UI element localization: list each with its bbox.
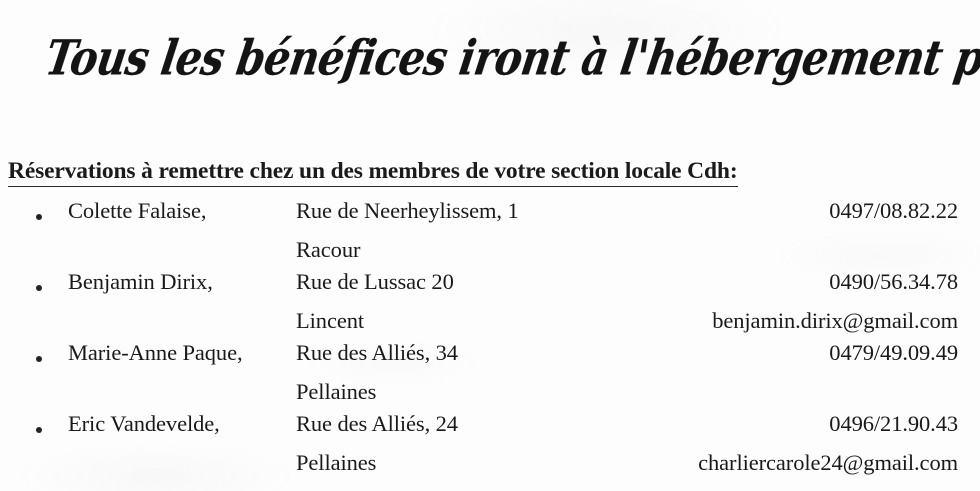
contact-city: Pellaines — [296, 379, 377, 404]
contact-name: Benjamin Dirix, — [68, 269, 213, 294]
bullet-icon — [30, 279, 48, 297]
contact-row: Colette Falaise, Rue de Neerheylissem, 1… — [0, 198, 980, 269]
contact-email: benjamin.dirix@gmail.com — [712, 308, 958, 333]
contact-right-column: 0497/08.82.22 — [829, 198, 958, 237]
contact-phone: 0497/08.82.22 — [829, 198, 958, 223]
contact-right-column: 0490/56.34.78 benjamin.dirix@gmail.com — [712, 269, 958, 334]
bullet-dot-icon — [36, 285, 42, 292]
contact-right-column: 0496/21.90.43 charliercarole24@gmail.com — [698, 411, 958, 476]
contact-street: Rue de Neerheylissem, 1 — [296, 198, 519, 223]
bullet-dot-icon — [36, 427, 42, 434]
contact-city: Pellaines — [296, 450, 377, 475]
contact-row: Benjamin Dirix, Rue de Lussac 20 Lincent… — [0, 269, 980, 340]
subtitle-instruction: Réservations à remettre chez un des memb… — [8, 158, 738, 187]
contact-city: Racour — [296, 237, 361, 262]
contact-city: Lincent — [296, 308, 365, 333]
contact-row: Marie-Anne Paque, Rue des Alliés, 34 Pel… — [0, 340, 980, 411]
contact-address: Rue des Alliés, 34 Pellaines — [296, 340, 626, 405]
bullet-icon — [30, 350, 48, 368]
bullet-icon — [30, 421, 48, 439]
headline-banner: Tous les bénéfices iront à l'hébergement… — [42, 8, 980, 108]
contact-phone: 0479/49.09.49 — [829, 340, 958, 365]
contact-street: Rue des Alliés, 34 — [296, 340, 458, 365]
contact-right-column: 0479/49.09.49 — [829, 340, 958, 379]
contact-name: Colette Falaise, — [68, 198, 207, 223]
contact-row: Eric Vandevelde, Rue des Alliés, 24 Pell… — [0, 411, 980, 482]
contact-street: Rue de Lussac 20 — [296, 269, 454, 294]
bullet-dot-icon — [36, 214, 42, 221]
bullet-dot-icon — [36, 356, 42, 363]
bullet-icon — [30, 208, 48, 226]
contact-street: Rue des Alliés, 24 — [296, 411, 458, 436]
contact-address: Rue de Neerheylissem, 1 Racour — [296, 198, 626, 263]
contact-name: Eric Vandevelde, — [68, 411, 220, 436]
contact-phone: 0490/56.34.78 — [829, 269, 958, 294]
contact-address: Rue de Lussac 20 Lincent — [296, 269, 626, 334]
contact-email: charliercarole24@gmail.com — [698, 450, 958, 475]
contact-name: Marie-Anne Paque, — [68, 340, 243, 365]
headline-text: Tous les bénéfices iront à l'hébergement… — [41, 29, 980, 86]
contact-list: Colette Falaise, Rue de Neerheylissem, 1… — [0, 198, 980, 482]
contact-address: Rue des Alliés, 24 Pellaines — [296, 411, 626, 476]
contact-phone: 0496/21.90.43 — [829, 411, 958, 436]
